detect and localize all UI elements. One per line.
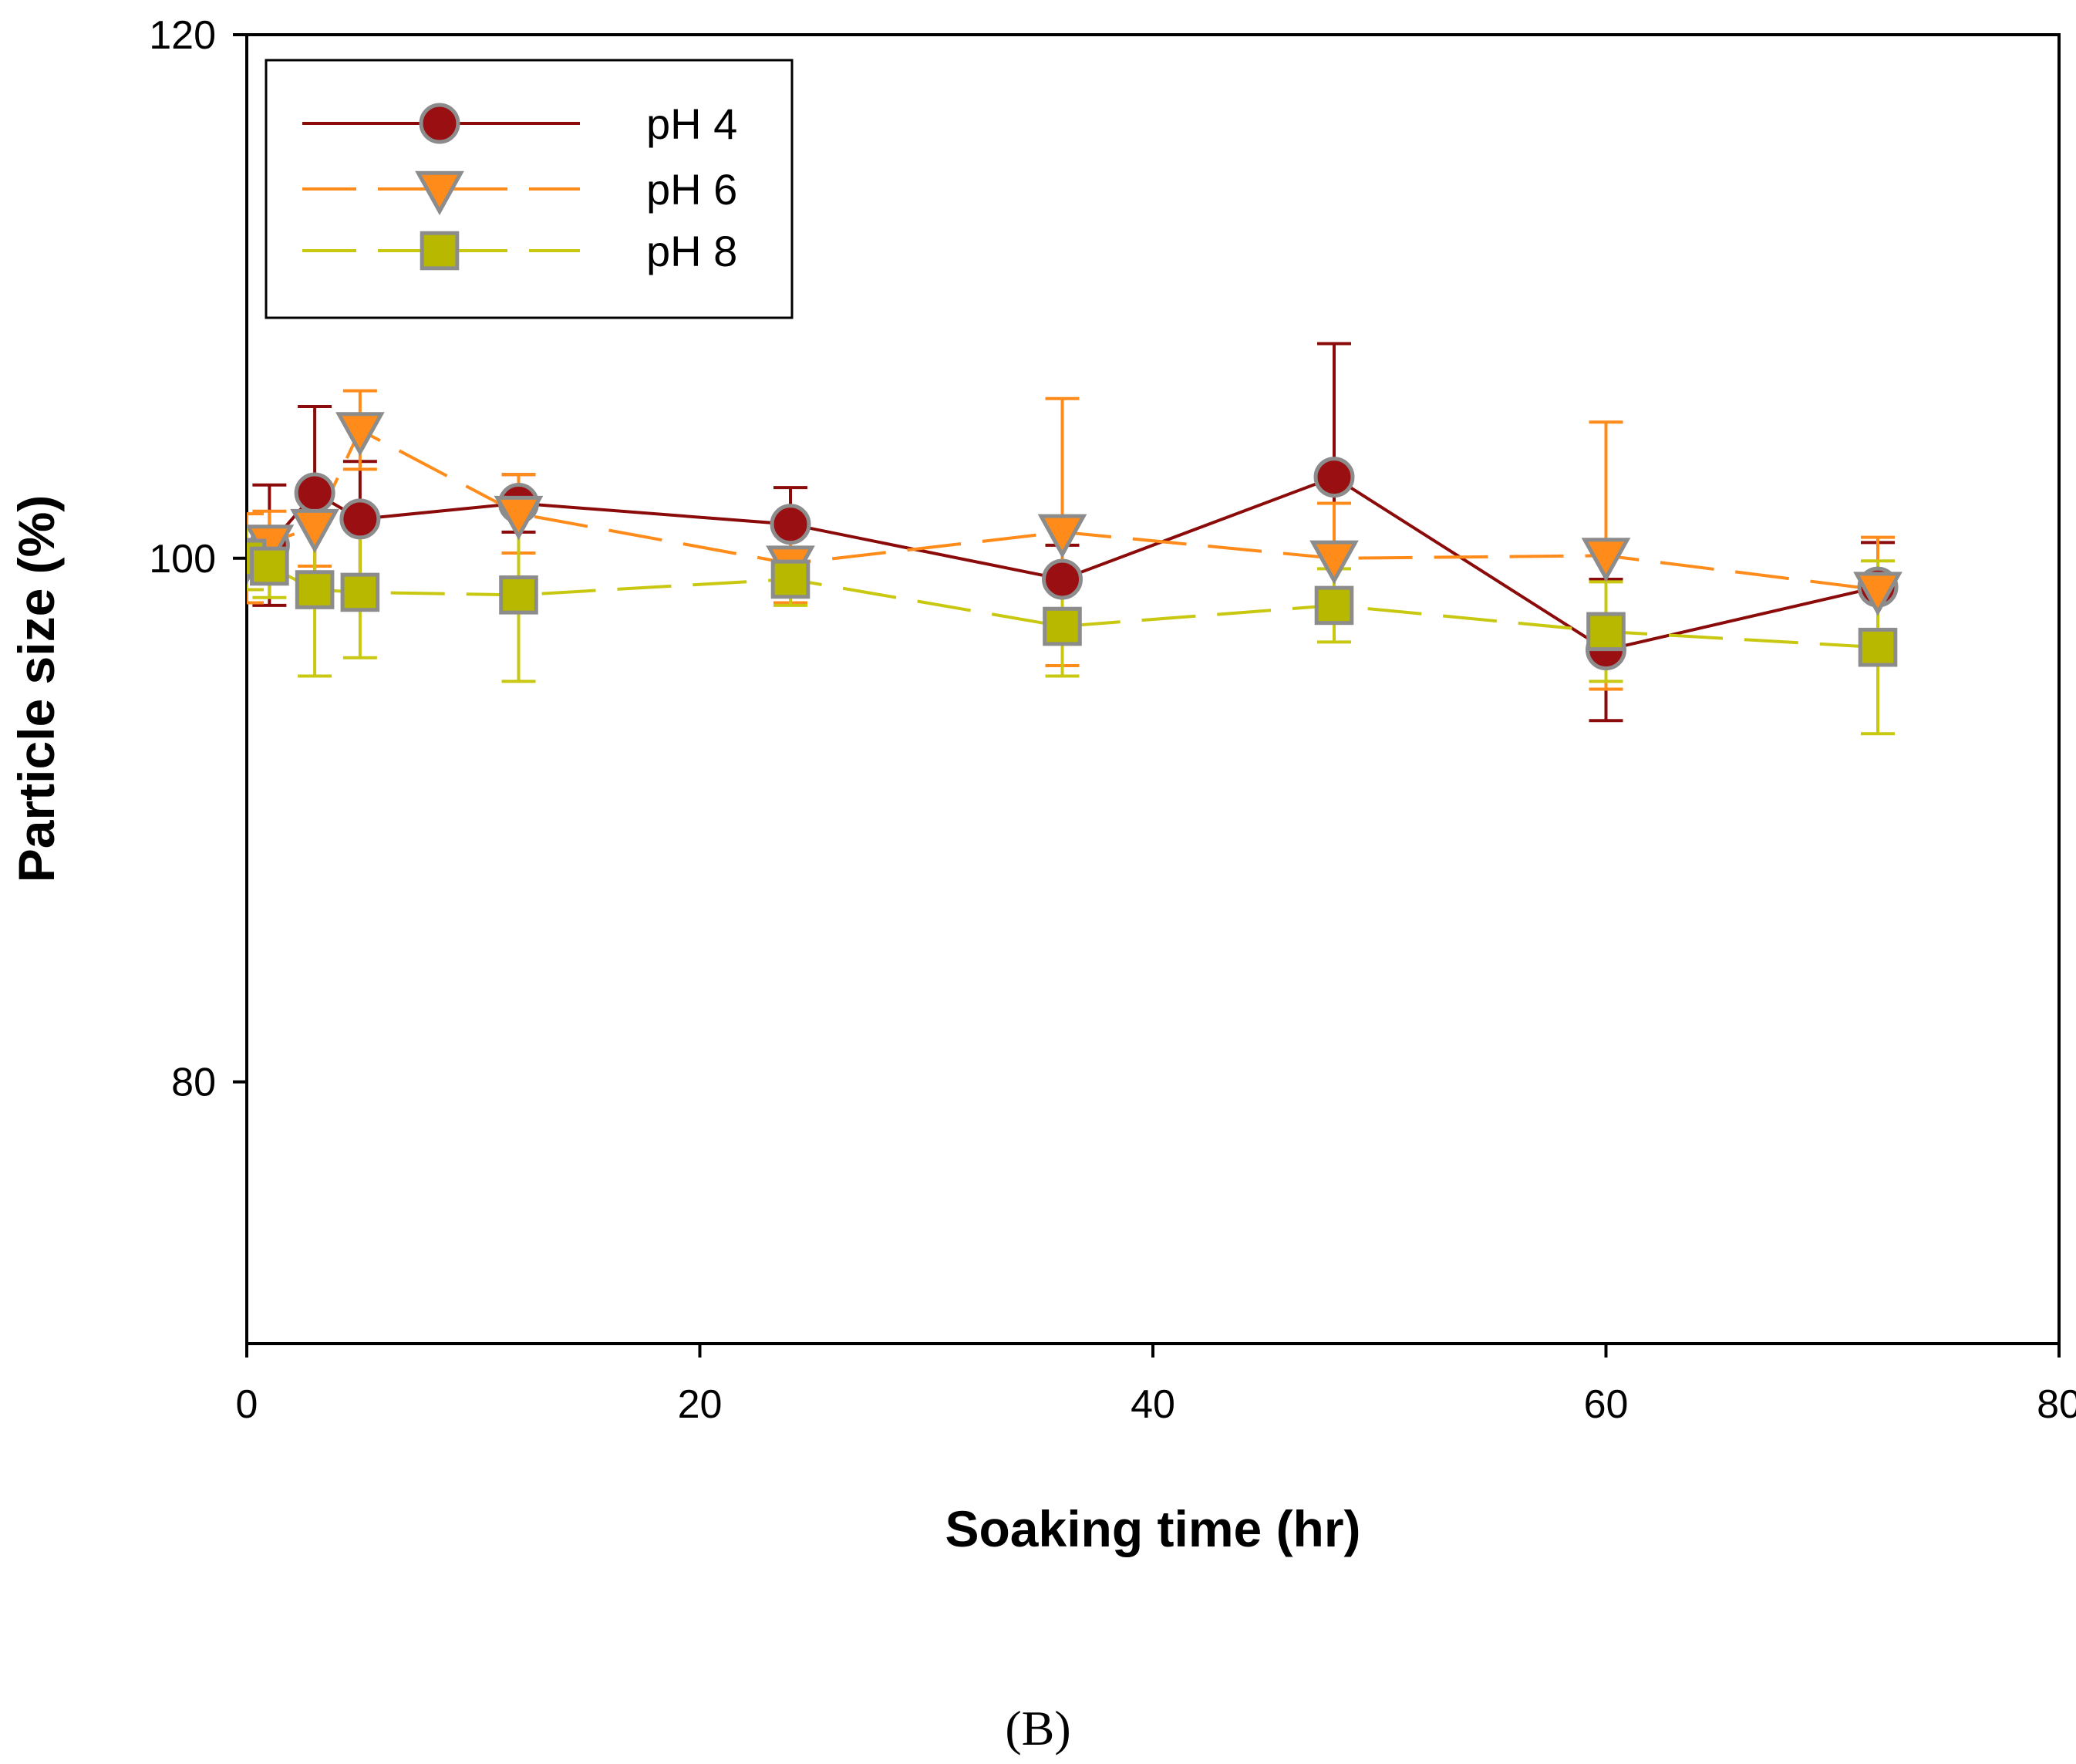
x-tick-label: 60 [1584,1382,1629,1427]
data-point [250,546,289,586]
legend-label: pH 8 [646,227,737,275]
data-point [1858,627,1898,667]
markers-ph-8 [247,538,1898,667]
series-line [247,475,1879,652]
y-tick-label: 120 [149,13,216,58]
legend-label: pH 4 [646,99,737,148]
data-point [290,508,339,554]
legend: pH 4 pH 6 pH 8 [265,59,794,319]
panel-label: (B) [1005,1701,1070,1756]
legend-label: pH 6 [646,165,737,214]
data-point [1309,540,1359,585]
data-point [339,498,381,540]
data-point [494,495,544,541]
data-point [770,559,811,599]
series-line [247,556,1879,649]
data-point [294,472,335,514]
y-axis-title: Particle size (%) [8,495,65,883]
data-point [1586,612,1626,652]
legend-marker [419,103,460,144]
data-point [1313,457,1355,498]
series-line [247,427,1879,592]
data-point [1581,538,1631,582]
data-point [295,570,335,609]
y-tick-label: 80 [171,1061,216,1105]
legend-entry: pH 6 [302,165,737,216]
data-point [1043,606,1082,646]
tick-labels: 0 20 40 60 80 80 100 120 [149,13,2076,1427]
data-point [1037,514,1087,558]
legend-entry: pH 8 [302,227,737,275]
x-tick-label: 0 [236,1382,258,1427]
data-point [1314,585,1354,626]
x-tick-label: 20 [678,1382,723,1427]
data-point [1042,558,1083,600]
y-tick-label: 100 [149,537,216,582]
x-axis-title: Soaking time (hr) [945,1500,1360,1557]
data-point [499,575,538,615]
data-point [770,504,811,545]
plot-area [247,342,1902,736]
legend-entry: pH 4 [302,99,737,148]
axis-ticks [233,33,2061,1358]
x-tick-label: 80 [2037,1382,2076,1427]
data-point [340,572,380,612]
data-point [335,412,385,457]
data-point [1853,572,1902,616]
legend-marker [420,231,460,271]
legend-marker [415,170,464,216]
x-tick-label: 40 [1131,1382,1175,1427]
